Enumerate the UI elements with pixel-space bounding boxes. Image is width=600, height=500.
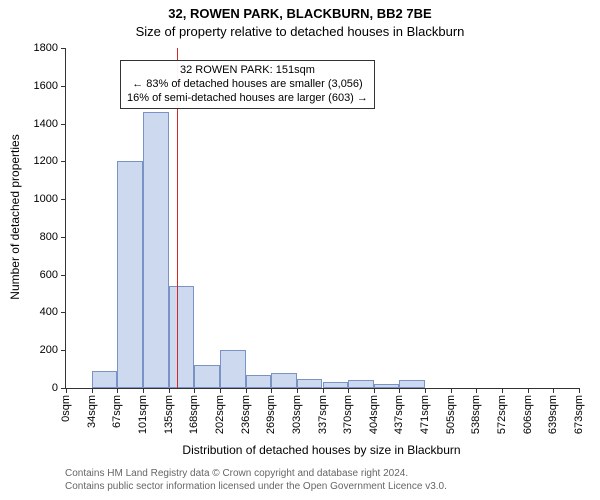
ytick-mark [61,161,66,162]
xtick-label: 101sqm [137,395,149,434]
xtick-label: 404sqm [368,395,380,434]
histogram-bar [117,161,143,388]
histogram-bar [143,112,169,388]
xtick-label: 337sqm [317,395,329,434]
xtick-label: 572sqm [496,395,508,434]
xtick-mark [476,388,477,393]
ytick-mark [61,275,66,276]
xtick-mark [246,388,247,393]
xtick-label: 471sqm [419,395,431,434]
xtick-label: 269sqm [265,395,277,434]
y-axis-label: Number of detached properties [8,47,22,387]
xtick-mark [143,388,144,393]
annotation-box: 32 ROWEN PARK: 151sqm ← 83% of detached … [120,60,375,109]
xtick-label: 168sqm [188,395,200,434]
xtick-mark [194,388,195,393]
xtick-mark [374,388,375,393]
ytick-label: 1800 [34,42,58,54]
histogram-bar [297,379,323,388]
histogram-bar [92,371,118,388]
histogram-bar [271,373,297,388]
xtick-mark [579,388,580,393]
xtick-label: 606sqm [522,395,534,434]
ytick-mark [61,237,66,238]
xtick-mark [348,388,349,393]
ytick-mark [61,199,66,200]
xtick-label: 135sqm [163,395,175,434]
histogram-bar [399,380,425,388]
property-size-chart: 32, ROWEN PARK, BLACKBURN, BB2 7BE Size … [0,0,600,500]
xtick-label: 34sqm [86,395,98,428]
ytick-mark [61,350,66,351]
xtick-label: 370sqm [342,395,354,434]
chart-subtitle: Size of property relative to detached ho… [0,24,600,39]
annotation-property: 32 ROWEN PARK: 151sqm [127,64,368,78]
histogram-bar [194,365,220,388]
xtick-mark [553,388,554,393]
xtick-mark [323,388,324,393]
ytick-mark [61,312,66,313]
histogram-bar [220,350,246,388]
annotation-smaller: ← 83% of detached houses are smaller (3,… [127,78,368,92]
xtick-label: 236sqm [240,395,252,434]
xtick-mark [169,388,170,393]
xtick-mark [297,388,298,393]
xtick-label: 639sqm [547,395,559,434]
footer-attribution: Contains HM Land Registry data © Crown c… [65,468,447,493]
histogram-bar [348,380,374,388]
ytick-mark [61,48,66,49]
xtick-mark [399,388,400,393]
ytick-label: 1600 [34,80,58,92]
xtick-mark [117,388,118,393]
xtick-mark [528,388,529,393]
chart-title-address: 32, ROWEN PARK, BLACKBURN, BB2 7BE [0,6,600,21]
xtick-label: 538sqm [470,395,482,434]
histogram-bar [169,286,195,388]
x-axis-label: Distribution of detached houses by size … [65,443,578,457]
histogram-bar [374,384,400,388]
footer-line1: Contains HM Land Registry data © Crown c… [65,468,447,481]
ytick-label: 0 [52,382,58,394]
ytick-label: 800 [40,231,58,243]
ytick-label: 1200 [34,155,58,167]
ytick-mark [61,86,66,87]
ytick-label: 200 [40,344,58,356]
xtick-mark [220,388,221,393]
ytick-mark [61,124,66,125]
ytick-label: 600 [40,269,58,281]
xtick-label: 505sqm [445,395,457,434]
histogram-bar [323,382,349,388]
ytick-label: 1000 [34,193,58,205]
footer-line2: Contains public sector information licen… [65,481,447,494]
histogram-bar [246,375,272,388]
xtick-mark [271,388,272,393]
xtick-mark [502,388,503,393]
xtick-label: 202sqm [214,395,226,434]
xtick-mark [66,388,67,393]
annotation-larger: 16% of semi-detached houses are larger (… [127,92,368,106]
ytick-label: 1400 [34,118,58,130]
xtick-label: 673sqm [573,395,585,434]
xtick-mark [92,388,93,393]
xtick-mark [425,388,426,393]
xtick-label: 67sqm [111,395,123,428]
xtick-label: 437sqm [393,395,405,434]
xtick-mark [451,388,452,393]
xtick-label: 303sqm [291,395,303,434]
xtick-label: 0sqm [60,395,72,422]
ytick-label: 400 [40,306,58,318]
